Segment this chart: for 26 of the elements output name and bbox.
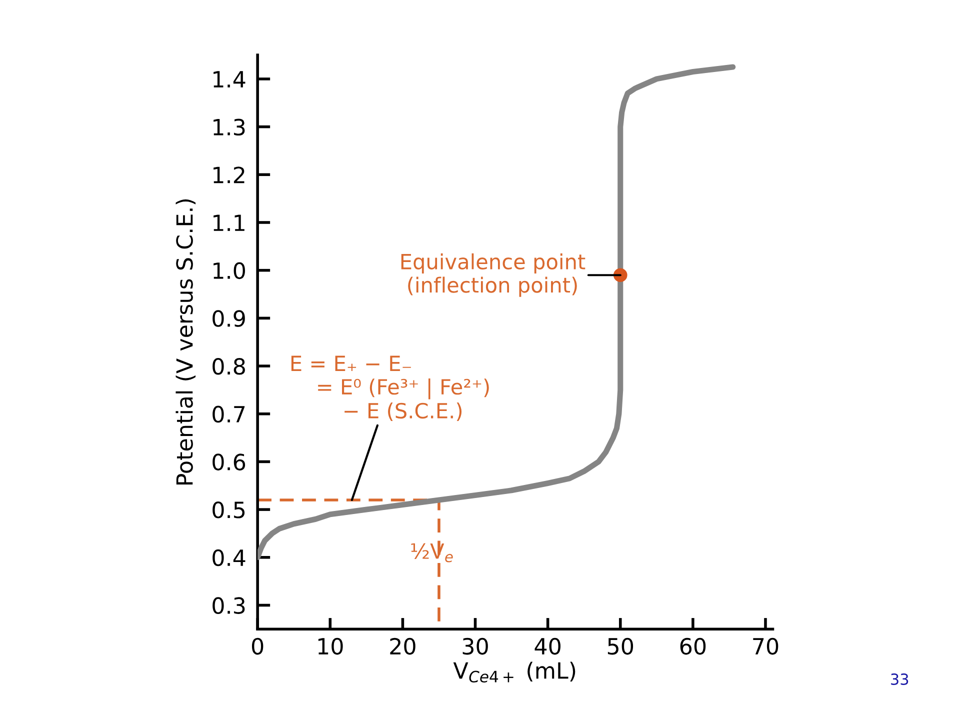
y-tick-label: 0.4 bbox=[212, 549, 246, 566]
y-tick-label: 1.2 bbox=[214, 166, 244, 184]
x-tick-label: 40 bbox=[534, 638, 560, 655]
annotation: E = E₊ − E₋ = E⁰ (Fe³⁺ | Fe²⁺) − E (S.C.E.) bbox=[291, 356, 489, 422]
y-tick-label: 1.4 bbox=[214, 71, 246, 88]
x-tick-label: 20 bbox=[390, 638, 416, 655]
x-tick-label: 10 bbox=[318, 638, 343, 655]
y-tick-label: 0.7 bbox=[212, 406, 245, 423]
x-tick-label: 50 bbox=[608, 638, 634, 655]
text: 33 bbox=[891, 673, 908, 685]
y-tick-label: 1.1 bbox=[214, 214, 244, 231]
annotation: ½V$_{e}$ bbox=[411, 543, 453, 562]
y-axis-title: Potential (V versus S.C.E.) bbox=[176, 199, 196, 484]
y-tick-label: 0.8 bbox=[212, 358, 245, 375]
y-tick-label: 1.0 bbox=[214, 262, 245, 280]
annotation: Equivalence point (inflection point) bbox=[401, 253, 586, 297]
x-axis-title: V$_{Ce4+}$ (mL) bbox=[453, 662, 576, 682]
x-tick-label: 30 bbox=[462, 638, 488, 655]
x-tick-label: 0 bbox=[252, 638, 264, 655]
x-tick-label: 70 bbox=[753, 638, 778, 655]
y-tick-label: 0.3 bbox=[212, 597, 245, 614]
x-tick-label: 60 bbox=[680, 638, 706, 655]
y-tick-label: 0.5 bbox=[212, 501, 245, 518]
y-tick-label: 0.9 bbox=[212, 310, 245, 327]
y-tick-label: 1.3 bbox=[214, 118, 245, 136]
y-tick-label: 0.6 bbox=[212, 454, 246, 470]
